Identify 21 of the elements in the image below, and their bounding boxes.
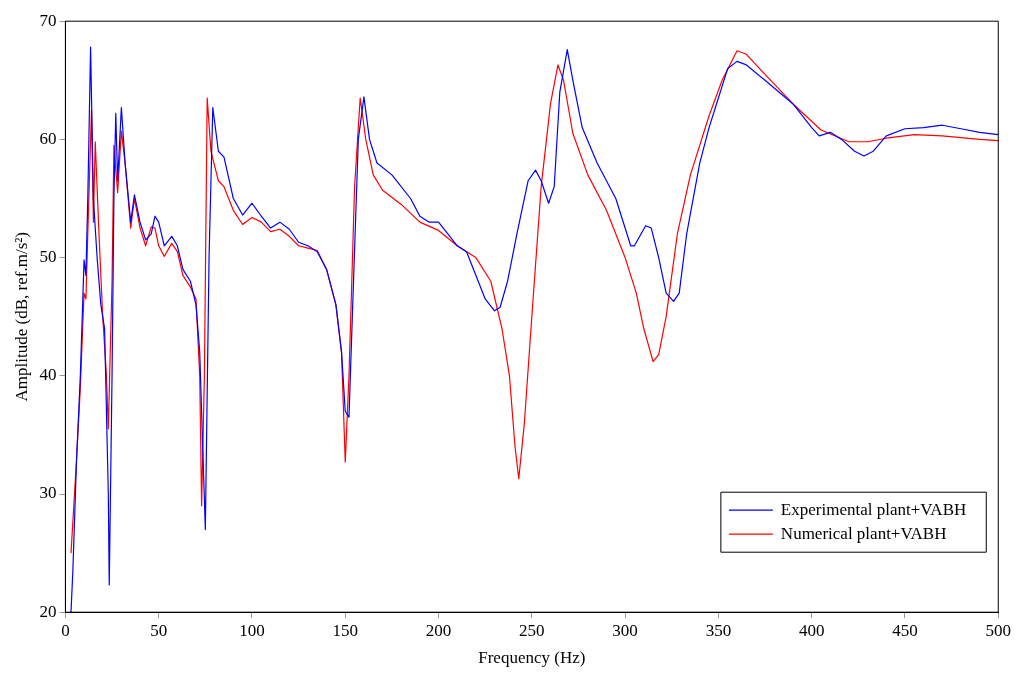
- x-tick-label: 0: [61, 620, 70, 640]
- x-tick-label: 200: [425, 620, 452, 640]
- y-tick-label: 70: [39, 10, 57, 30]
- x-tick-label: 50: [150, 620, 168, 640]
- x-tick-label: 350: [705, 620, 732, 640]
- legend-label: Numerical plant+VABH: [780, 523, 947, 543]
- y-tick-label: 60: [39, 128, 57, 148]
- legend-label: Experimental plant+VABH: [780, 499, 967, 519]
- y-tick-label: 40: [39, 365, 57, 385]
- y-axis-title: Amplitude (dB, ref.m/s²): [11, 232, 31, 402]
- x-tick-label: 150: [332, 620, 359, 640]
- y-tick-label: 20: [39, 601, 57, 621]
- x-tick-label: 300: [612, 620, 638, 640]
- x-axis-title: Frequency (Hz): [478, 648, 586, 668]
- y-tick-label: 30: [39, 483, 57, 503]
- y-tick-label: 50: [39, 247, 57, 267]
- x-tick-label: 500: [985, 620, 1011, 640]
- x-tick-label: 100: [239, 620, 265, 640]
- x-tick-label: 400: [798, 620, 825, 640]
- x-tick-label: 250: [519, 620, 545, 640]
- x-tick-label: 450: [892, 620, 918, 640]
